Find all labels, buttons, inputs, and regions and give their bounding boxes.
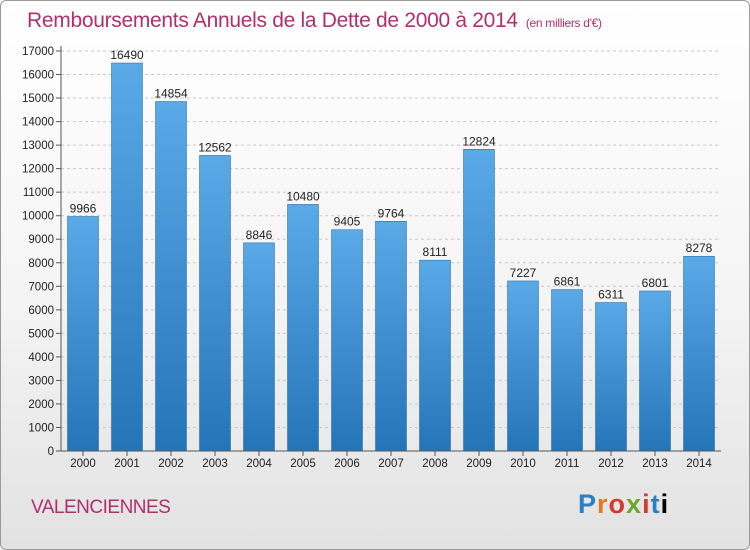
x-tick-label: 2012 — [598, 458, 624, 470]
x-tick-label: 2002 — [158, 458, 184, 470]
data-label: 12562 — [198, 140, 232, 154]
data-label: 6861 — [554, 275, 581, 289]
city-name: VALENCIENNES — [31, 497, 171, 518]
x-tick-label: 2008 — [422, 458, 448, 470]
bar — [155, 101, 187, 452]
y-tick-label: 17000 — [22, 46, 54, 58]
title-text: Remboursements Annuels de la Dette de 20… — [27, 9, 518, 32]
logo-letter: r — [597, 489, 609, 519]
y-tick-label: 16000 — [22, 70, 54, 82]
data-label: 9764 — [378, 206, 405, 220]
data-label: 14854 — [154, 86, 188, 100]
bar — [287, 204, 319, 452]
labels: 9966 16490 14854 12562 8846 10480 9405 9764 8111… — [70, 48, 713, 302]
data-label: 7227 — [510, 266, 537, 280]
bar — [199, 155, 231, 452]
x-tick-label: 2006 — [334, 458, 360, 470]
data-label: 16490 — [110, 48, 144, 62]
x-tick-label: 2013 — [642, 458, 668, 470]
y-tick-label: 4000 — [28, 352, 54, 364]
x-tick-label: 2000 — [70, 458, 96, 470]
data-label: 8278 — [686, 241, 713, 255]
x-tick-label: 2003 — [202, 458, 228, 470]
x-tick-label: 2009 — [466, 458, 492, 470]
y-tick-label: 5000 — [28, 328, 54, 340]
y-tick-label: 0 — [48, 446, 54, 458]
bar — [111, 62, 143, 452]
bar — [683, 255, 715, 452]
logo-letter: t — [650, 489, 661, 519]
bar — [331, 229, 363, 452]
logo-letter: P — [578, 489, 598, 519]
y-tick-label: 13000 — [22, 140, 54, 152]
y-tick-label: 11000 — [23, 187, 54, 199]
bars — [67, 62, 715, 452]
y-tick-label: 2000 — [28, 399, 54, 411]
bar — [595, 302, 627, 452]
logo-letter: o — [608, 489, 627, 519]
bar — [419, 259, 451, 452]
x-tick-label: 2014 — [686, 458, 712, 470]
x-tick-label: 2011 — [555, 458, 580, 470]
bar — [375, 221, 407, 452]
y-tick-label: 6000 — [28, 305, 54, 317]
axes: 0 1000 2000 3000 4000 5000 6000 7000 8000 9000 100… — [22, 46, 721, 470]
chart-title: Remboursements Annuels de la Dette de 20… — [27, 9, 602, 33]
y-tick-label: 3000 — [28, 375, 54, 387]
y-tick-label: 8000 — [28, 258, 54, 270]
unit-label: (en milliers d'€) — [525, 16, 602, 30]
x-tick-label: 2001 — [114, 458, 140, 470]
y-tick-label: 14000 — [22, 117, 54, 129]
bar — [67, 216, 99, 452]
y-tick-label: 7000 — [28, 281, 54, 293]
y-tick-label: 12000 — [22, 164, 54, 176]
data-label: 8111 — [423, 245, 448, 259]
data-label: 8846 — [246, 228, 273, 242]
data-label: 6311 — [598, 288, 624, 302]
logo-letter: x — [626, 489, 643, 519]
y-tick-label: 1000 — [28, 422, 54, 434]
data-label: 12824 — [462, 134, 496, 148]
bar — [507, 280, 539, 452]
data-label: 10480 — [286, 189, 320, 203]
logo-letter: i — [660, 489, 670, 519]
data-label: 9966 — [70, 202, 97, 216]
bar — [243, 242, 275, 452]
y-tick-label: 15000 — [22, 93, 54, 105]
y-tick-label: 9000 — [28, 234, 54, 246]
x-tick-label: 2004 — [246, 458, 272, 470]
data-label: 6801 — [642, 276, 669, 290]
y-tick-label: 10000 — [22, 211, 54, 223]
bar — [551, 289, 583, 452]
x-tick-label: 2005 — [290, 458, 316, 470]
logo-letter: i — [642, 489, 651, 519]
x-tick-label: 2007 — [378, 458, 404, 470]
proxiti-logo: Proxiti — [578, 489, 669, 520]
bar — [639, 290, 671, 452]
data-label: 9405 — [334, 215, 361, 229]
bar — [463, 149, 495, 452]
x-tick-label: 2010 — [510, 458, 536, 470]
